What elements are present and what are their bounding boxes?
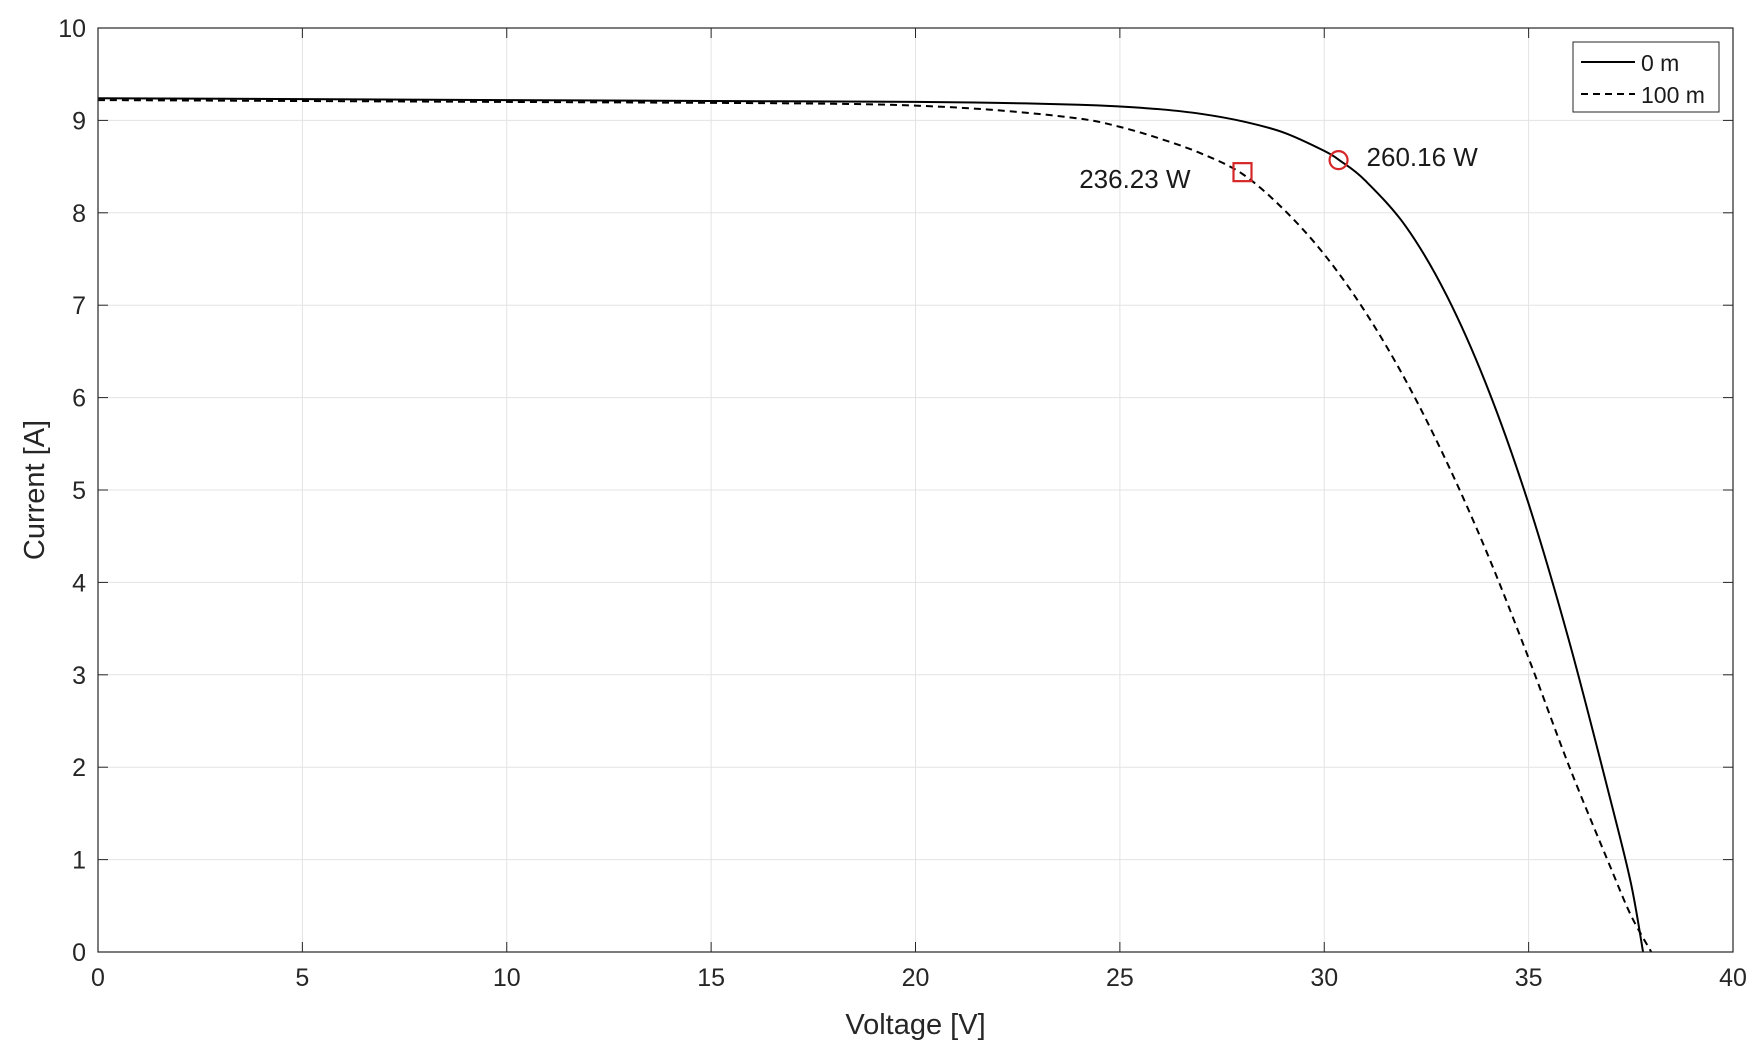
series-line-2 <box>97 99 1653 953</box>
x-tick-label: 10 <box>493 964 521 992</box>
x-tick-label: 30 <box>1310 964 1338 992</box>
y-tick-label: 0 <box>72 939 86 967</box>
x-tick-label: 35 <box>1515 964 1543 992</box>
legend-label-1: 0 m <box>1641 50 1679 76</box>
max-power-marker-square <box>1232 162 1253 183</box>
series-line-1 <box>97 97 1645 953</box>
y-tick-label: 5 <box>72 477 86 505</box>
y-tick-label: 2 <box>72 754 86 782</box>
x-tick-label: 25 <box>1106 964 1134 992</box>
y-axis-title: Current [A] <box>19 420 51 560</box>
max-power-marker-circle <box>1328 150 1349 171</box>
x-tick-label: 15 <box>697 964 725 992</box>
legend-box <box>1572 41 1720 113</box>
legend-label-2: 100 m <box>1641 82 1705 108</box>
x-tick-label: 20 <box>902 964 930 992</box>
plot-series <box>97 97 1653 953</box>
y-tick-label: 6 <box>72 385 86 413</box>
y-tick-label: 9 <box>72 107 86 135</box>
x-tick-label: 0 <box>91 964 105 992</box>
y-tick-label: 8 <box>72 200 86 228</box>
y-tick-label: 3 <box>72 662 86 690</box>
y-tick-label: 1 <box>72 847 86 875</box>
grid <box>98 28 1733 952</box>
y-tick-label: 10 <box>58 15 86 43</box>
y-tick-label: 7 <box>72 292 86 320</box>
x-axis-title: Voltage [V] <box>845 1009 985 1041</box>
power-annotation-1: 260.16 W <box>1367 142 1479 172</box>
axes: 0 5 10 15 20 25 30 35 40 0 1 2 3 4 5 6 7 8 9 10 <box>58 15 1747 992</box>
legend: 0 m 100 m <box>1572 41 1720 113</box>
y-tick-label: 4 <box>72 569 86 597</box>
x-tick-label: 40 <box>1719 964 1747 992</box>
plot-markers: 260.16 W 236.23 W <box>1079 142 1478 194</box>
x-tick-label: 5 <box>295 964 309 992</box>
power-annotation-2: 236.23 W <box>1079 164 1191 194</box>
